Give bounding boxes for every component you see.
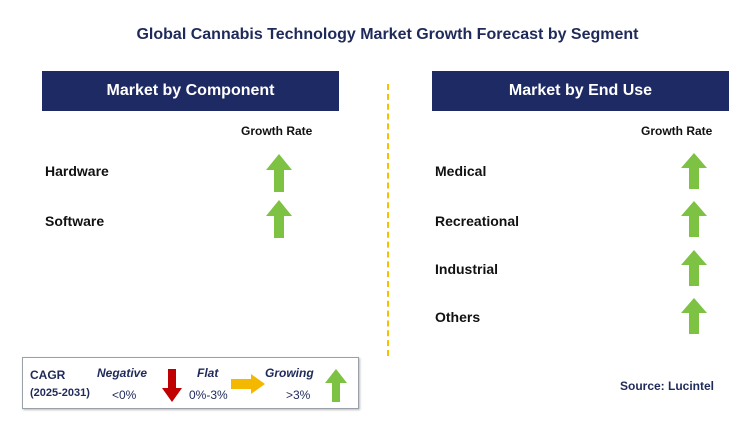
chart-title: Global Cannabis Technology Market Growth… bbox=[136, 26, 639, 43]
row-label-industrial: Industrial bbox=[435, 261, 499, 277]
component-growth-rate-label: Growth Rate bbox=[241, 124, 313, 138]
legend-negative-value: <0% bbox=[112, 388, 137, 402]
row-label-software: Software bbox=[45, 213, 105, 229]
end-use-growth-rate-label: Growth Rate bbox=[641, 124, 713, 138]
flat-arrow-icon bbox=[231, 374, 265, 394]
legend-cagr: CAGR bbox=[30, 368, 66, 382]
legend-flat-value: 0%-3% bbox=[189, 388, 228, 402]
legend-years: (2025-2031) bbox=[30, 387, 90, 399]
growing-arrow-icon bbox=[266, 154, 292, 192]
legend-box: CAGR (2025-2031) Negative <0% Flat 0%-3%… bbox=[22, 357, 359, 409]
growing-arrow-icon bbox=[681, 153, 707, 189]
component-header: Market by Component bbox=[42, 71, 339, 111]
growing-arrow-icon bbox=[681, 201, 707, 237]
growing-arrow-icon bbox=[325, 369, 347, 402]
source-label: Source: Lucintel bbox=[620, 379, 715, 393]
growing-arrow-icon bbox=[681, 298, 707, 334]
growing-arrow-icon bbox=[681, 250, 707, 286]
end-use-header: Market by End Use bbox=[432, 71, 729, 111]
legend-flat-label: Flat bbox=[197, 366, 219, 380]
row-label-medical: Medical bbox=[435, 163, 487, 179]
panel-divider bbox=[387, 84, 389, 356]
row-label-hardware: Hardware bbox=[45, 163, 109, 179]
negative-arrow-icon bbox=[162, 369, 182, 402]
legend-growing-label: Growing bbox=[265, 366, 314, 380]
row-label-others: Others bbox=[435, 309, 481, 325]
growing-arrow-icon bbox=[266, 200, 292, 238]
legend-negative-label: Negative bbox=[97, 366, 148, 380]
row-label-recreational: Recreational bbox=[435, 213, 520, 229]
legend-growing-value: >3% bbox=[286, 388, 311, 402]
